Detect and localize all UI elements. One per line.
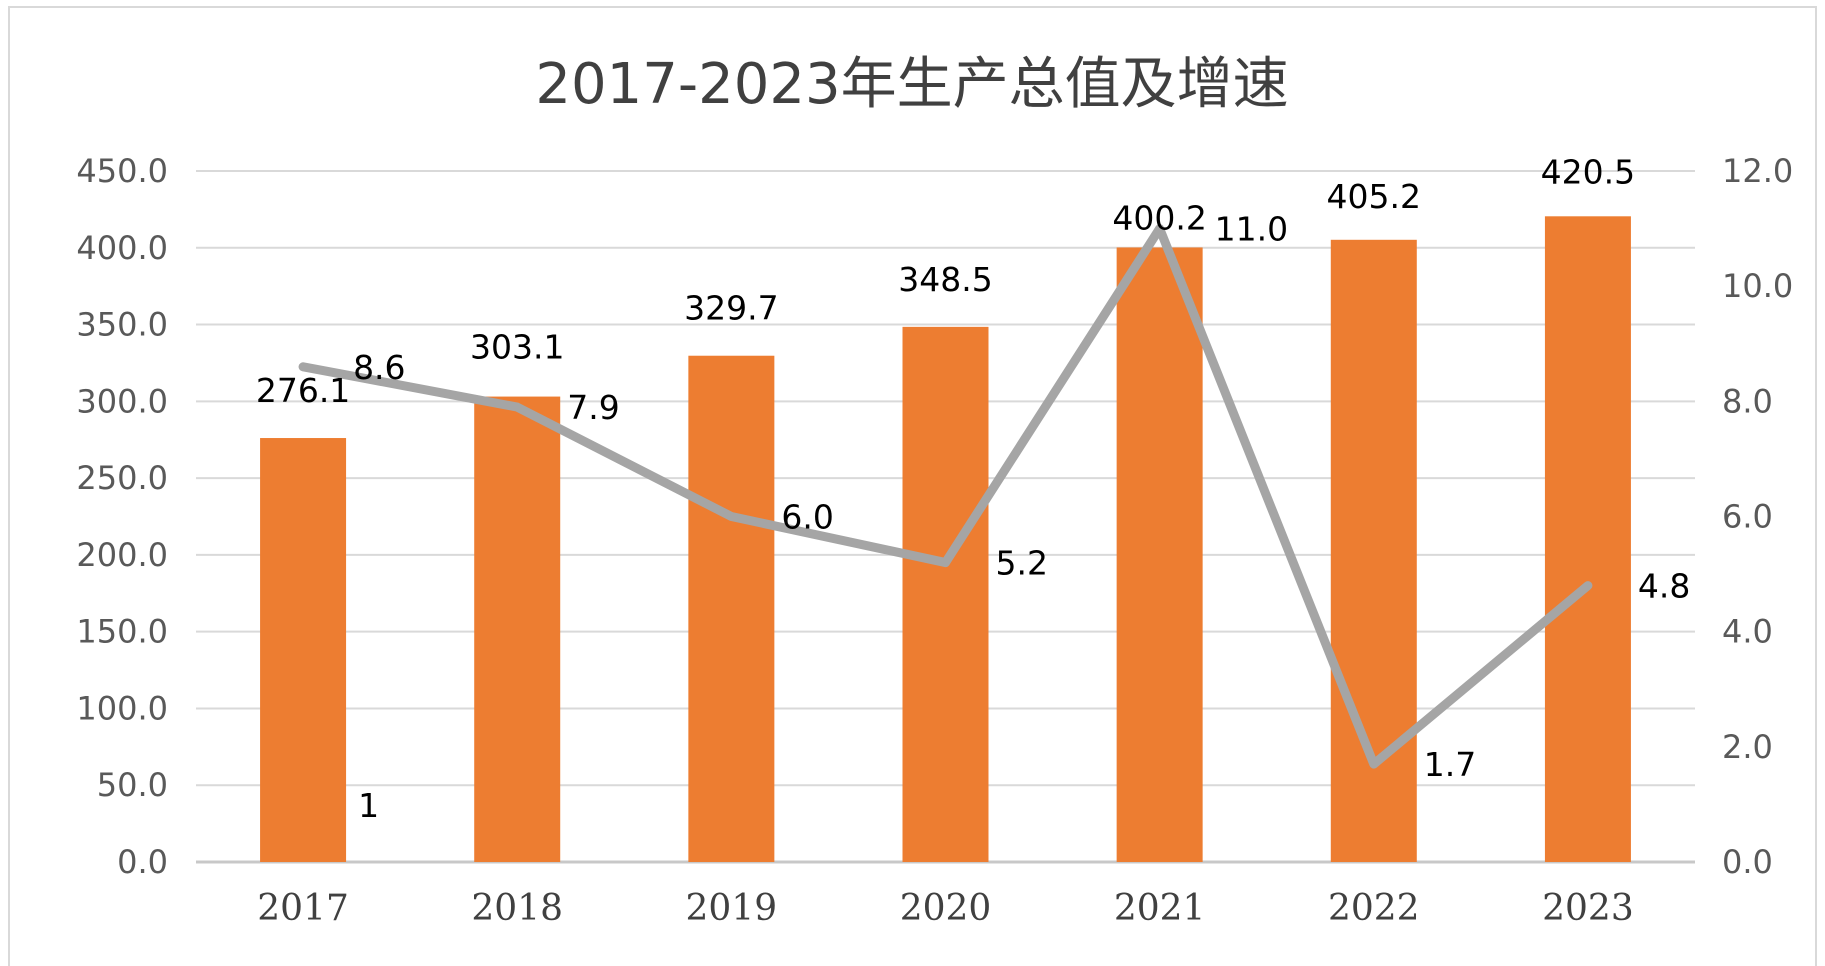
bar-value-label: 420.5 [1541, 152, 1635, 191]
bar-value-label: 276.1 [256, 371, 350, 410]
line-value-label: 8.6 [353, 348, 405, 387]
left-y-tick-label: 200.0 [76, 536, 168, 574]
right-y-tick-label: 8.0 [1722, 382, 1773, 420]
right-y-tick-label: 12.0 [1722, 152, 1793, 190]
bar-value-label: 405.2 [1327, 177, 1421, 216]
bar-value-label: 329.7 [684, 289, 778, 328]
left-y-tick-label: 400.0 [76, 229, 168, 267]
bar [1330, 239, 1417, 862]
bar [688, 355, 775, 862]
line-value-label: 1.7 [1424, 745, 1476, 784]
bar-series [260, 216, 1631, 862]
x-tick-label: 2019 [686, 888, 778, 929]
left-y-tick-label: 0.0 [117, 843, 168, 881]
bar [1116, 247, 1203, 862]
bar [474, 396, 561, 862]
line-value-label: 6.0 [781, 498, 833, 537]
right-y-tick-label: 6.0 [1722, 498, 1773, 536]
bar-value-label: 400.2 [1112, 198, 1206, 237]
left-y-tick-label: 300.0 [76, 382, 168, 420]
left-y-tick-label: 350.0 [76, 306, 168, 344]
x-tick-label: 2020 [900, 888, 992, 929]
right-y-tick-label: 2.0 [1722, 728, 1773, 766]
growth-line [298, 224, 1593, 769]
right-y-tick-label: 0.0 [1722, 843, 1773, 881]
line-series [298, 224, 1593, 769]
left-y-tick-label: 250.0 [76, 459, 168, 497]
bar-value-label: 303.1 [470, 328, 564, 367]
x-tick-label: 2017 [257, 888, 349, 929]
stray-label: 1 [358, 786, 379, 825]
line-value-label: 4.8 [1638, 567, 1690, 606]
x-tick-label: 2023 [1542, 888, 1634, 929]
right-y-axis: 0.0 2.0 4.0 6.0 8.0 10.0 12.0 [1722, 152, 1793, 881]
line-value-label: 7.9 [567, 388, 619, 427]
line-value-label: 5.2 [996, 544, 1048, 583]
bar [1544, 216, 1631, 862]
bar-value-label: 348.5 [898, 260, 992, 299]
left-y-tick-label: 100.0 [76, 689, 168, 727]
left-y-axis: 0.0 50.0 100.0 150.0 200.0 250.0 300.0 350.0 400… [76, 152, 168, 881]
bar [260, 438, 347, 862]
data-labels: 276.1 303.1 329.7 348.5 400.2 405.2 420.5 8.6 7.… [256, 152, 1691, 825]
x-tick-label: 2022 [1328, 888, 1420, 929]
x-axis: 2017 2018 2019 2020 2021 2022 2023 [257, 888, 1633, 929]
right-y-tick-label: 10.0 [1722, 267, 1793, 305]
left-y-tick-label: 150.0 [76, 613, 168, 651]
chart-title: 2017-2023年生产总值及增速 [535, 52, 1288, 117]
left-y-tick-label: 450.0 [76, 152, 168, 190]
left-y-tick-label: 50.0 [97, 766, 168, 804]
x-tick-label: 2021 [1114, 888, 1206, 929]
right-y-tick-label: 4.0 [1722, 613, 1773, 651]
x-tick-label: 2018 [471, 888, 563, 929]
line-value-label: 11.0 [1215, 210, 1288, 249]
bar [902, 326, 989, 862]
